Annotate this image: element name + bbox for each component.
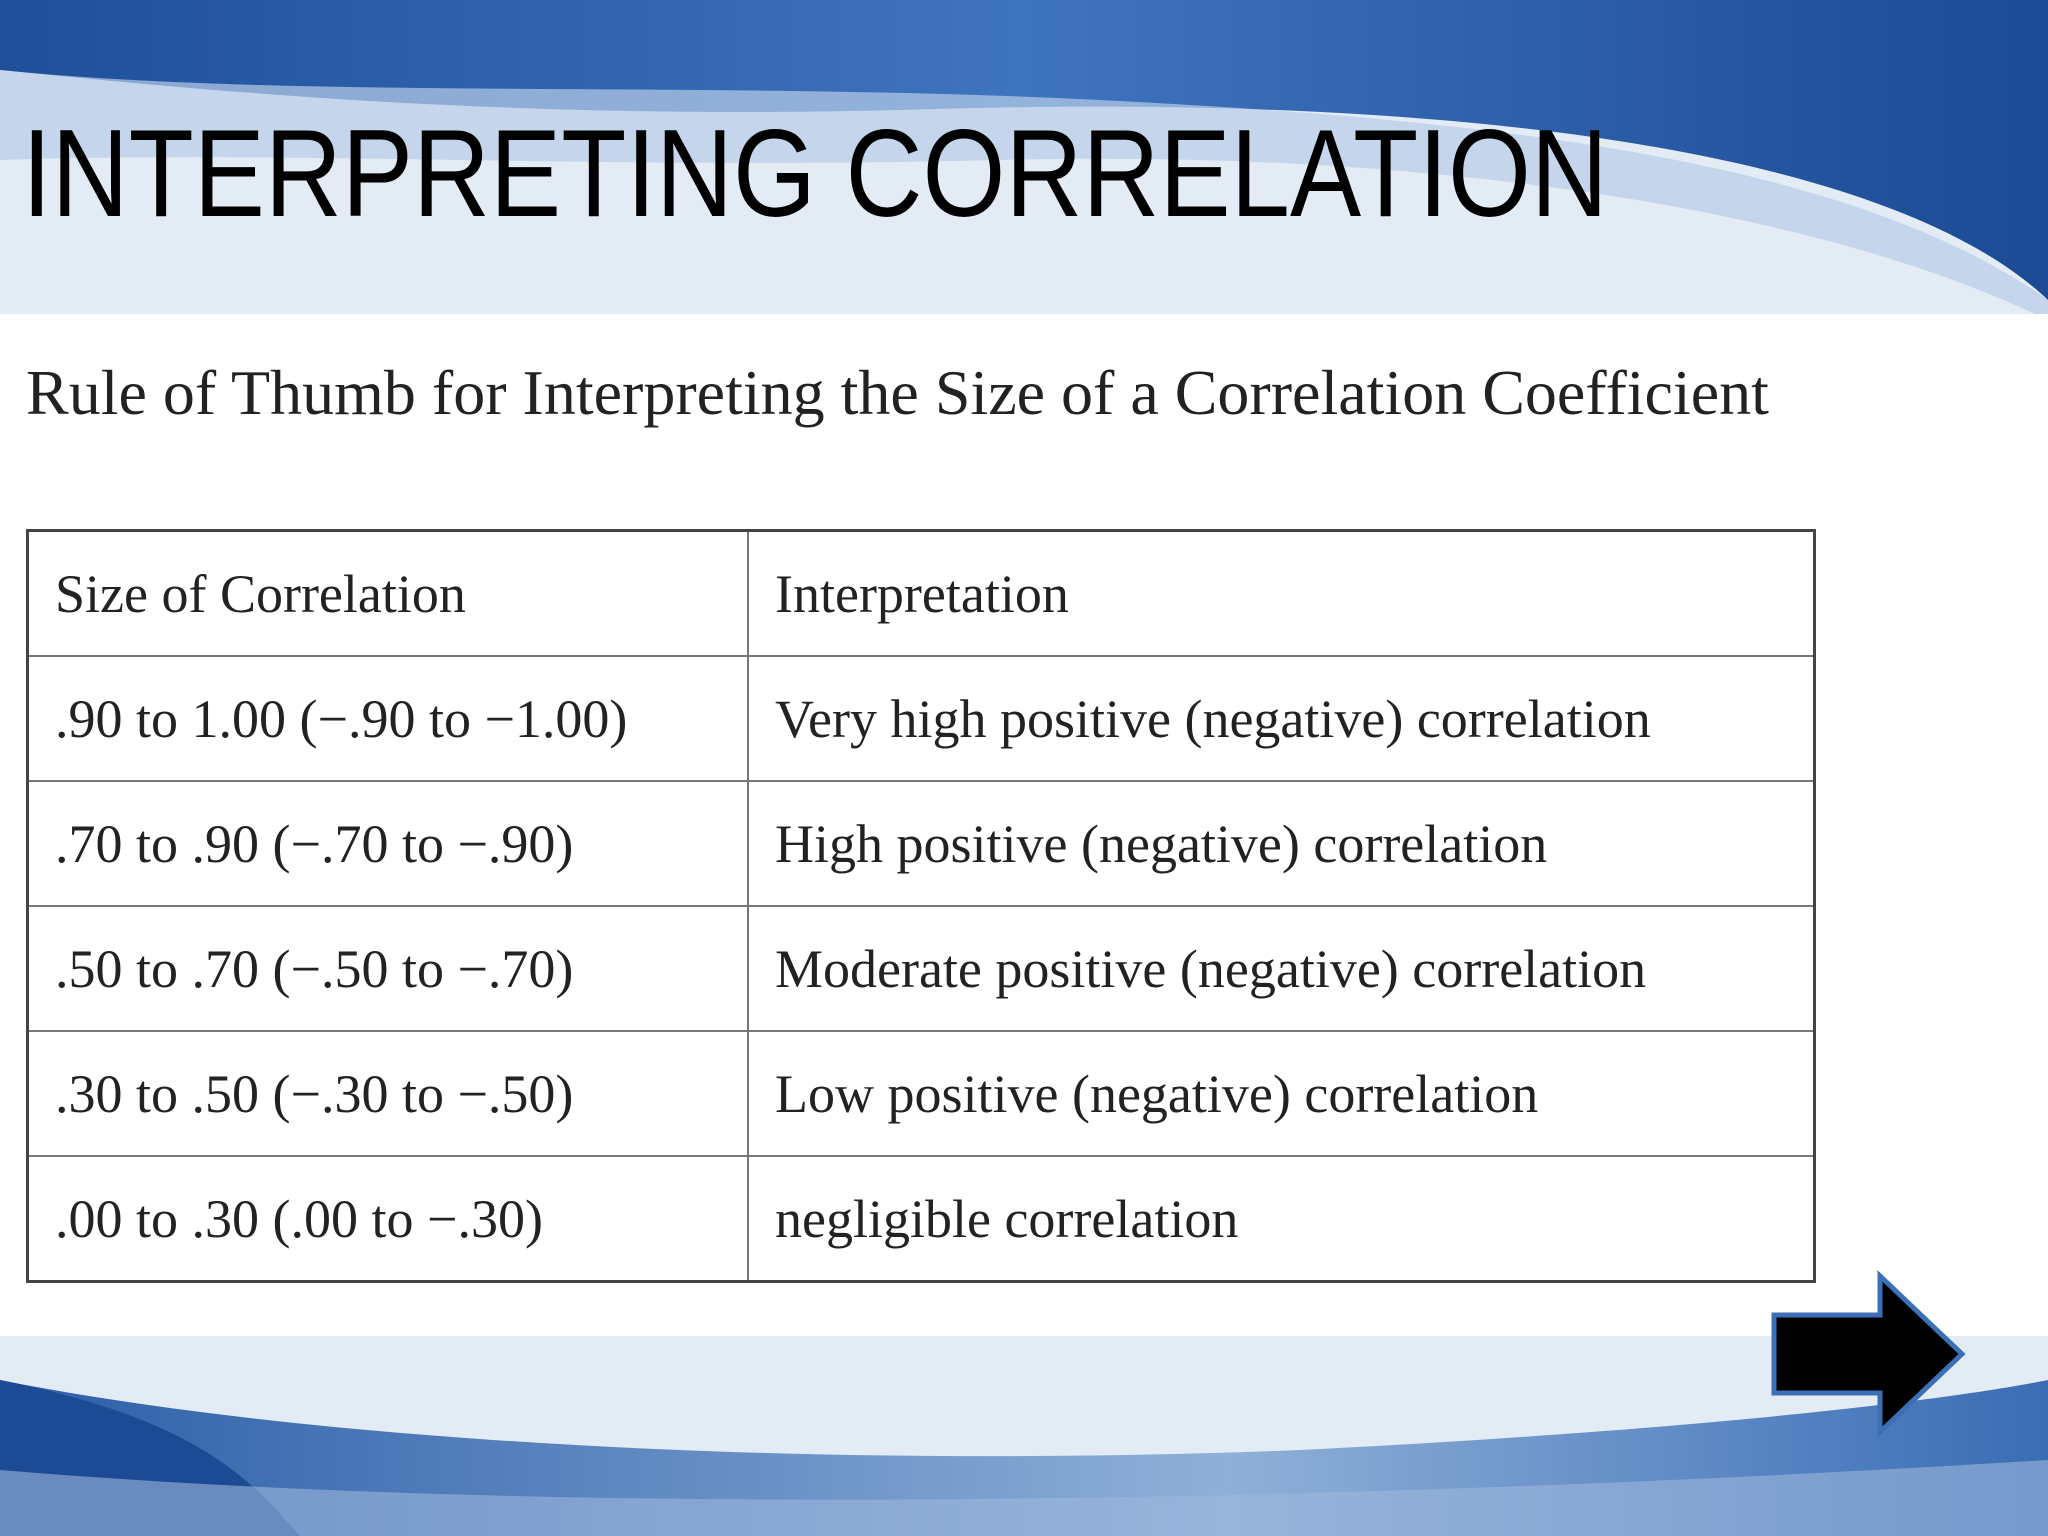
content-area: Rule of Thumb for Interpreting the Size … [0,314,2048,1336]
table-row: .30 to .50 (−.30 to −.50) Low positive (n… [26,1030,1816,1157]
table-cell: negligible correlation [747,1155,1816,1283]
table-cell: Low positive (negative) correlation [747,1030,1816,1157]
table-caption: Rule of Thumb for Interpreting the Size … [26,357,1769,428]
table-cell: High positive (negative) correlation [747,780,1816,907]
table-cell: .70 to .90 (−.70 to −.90) [26,780,749,907]
table-cell: Size of Correlation [26,529,749,657]
header-row: Size of Correlation Interpretation [26,529,1816,657]
table-row: .00 to .30 (.00 to −.30) negligible corre… [26,1155,1816,1283]
table-cell: .00 to .30 (.00 to −.30) [26,1155,749,1283]
table-cell: Moderate positive (negative) correlation [747,905,1816,1032]
table-cell: .90 to 1.00 (−.90 to −1.00) [26,655,749,782]
next-arrow[interactable] [1770,1270,1970,1440]
correlation-table: Size of Correlation Interpretation .90 to … [26,529,1816,1283]
table-row: .50 to .70 (−.50 to −.70) Moderate positi… [26,905,1816,1032]
table-cell: Very high positive (negative) correlatio… [747,655,1816,782]
table-cell: Interpretation [747,529,1816,657]
arrow-shape[interactable] [1771,1270,1966,1438]
table-row: .70 to .90 (−.70 to −.90) High positive (… [26,780,1816,907]
table-cell: .30 to .50 (−.30 to −.50) [26,1030,749,1157]
slide-title: INTERPRETING CORRELATION [22,105,1608,243]
table-row: .90 to 1.00 (−.90 to −1.00) Very high pos… [26,655,1816,782]
table-cell: .50 to .70 (−.50 to −.70) [26,905,749,1032]
